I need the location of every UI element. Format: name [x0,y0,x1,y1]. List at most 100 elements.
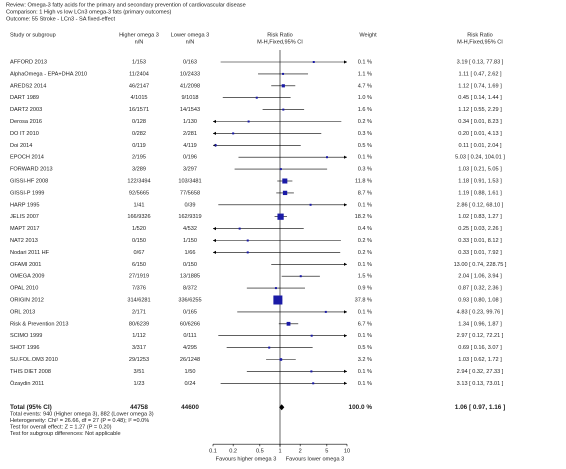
rr-label: 1.06 [ 0.97, 1.16 ] [455,404,505,411]
higher-events: 0/67 [134,250,145,256]
study-name: ORIGIN 2012 [10,297,44,303]
higher-events: 314/6281 [127,297,150,303]
ci-arrow [213,119,216,124]
rr-label: 1.03 [ 0.21, 5.05 ] [458,167,502,173]
effect-square [247,120,250,123]
weight-label: 0.9 % [358,286,372,292]
col-study: Study or subgroup [10,32,56,38]
x-tick-label: 1 [278,449,281,455]
study-name: OMEGA 2009 [10,274,45,280]
study-name: JELIS 2007 [10,214,39,220]
higher-events: 166/9326 [127,214,150,220]
higher-events: 0/282 [132,131,146,137]
lower-events: 1/130 [183,119,197,125]
lower-events: 77/5658 [180,190,200,196]
study-name: SCIMO 1999 [10,333,42,339]
lower-events: 13/1885 [180,274,200,280]
rr-label: 1.02 [ 0.83, 1.27 ] [458,214,502,220]
rr-label: 1.03 [ 0.62, 1.72 ] [458,357,502,363]
rr-label: 0.93 [ 0.80, 1.08 ] [458,297,502,303]
x-tick-label: 0.5 [256,449,264,455]
higher-events: 0/150 [132,238,146,244]
rr-label: 0.45 [ 0.14, 1.44 ] [458,95,502,101]
effect-square [255,96,258,99]
effect-square [238,227,241,230]
total-diamond [279,404,285,411]
study-name: NAT2 2013 [10,238,38,244]
higher-events: 122/3494 [127,178,150,184]
col-method: M-H,Fixed,95% CI [257,39,303,45]
effect-square [282,178,288,184]
higher-events: 80/6239 [129,321,149,327]
rr-label: 0.25 [ 0.03, 2.26 ] [458,226,502,232]
effect-square [312,382,315,385]
higher-events: 11/2404 [129,71,149,77]
ci-arrow [213,131,216,135]
favours-left: Favours higher omega 3 [216,457,277,463]
higher-events: 2/195 [132,155,146,161]
ci-arrow [344,334,347,338]
weight-label: 0.3 % [358,167,372,173]
weight-label: 18.2 % [355,214,372,220]
ci-arrow [344,262,347,266]
effect-square [282,190,288,196]
rr-label: 1.12 [ 0.74, 1.69 ] [458,83,502,89]
lower-events: 9/1018 [181,95,198,101]
effect-square [273,295,283,305]
rr-label: 0.20 [ 0.01, 4.13 ] [458,131,502,137]
lower-events: 3/297 [183,167,197,173]
study-name: ORL 2013 [10,309,35,315]
weight-label: 0.1 % [358,202,372,208]
effect-square [268,346,271,349]
study-name: HARP 1995 [10,202,39,208]
effect-square [246,239,249,242]
lower-events: 1/150 [183,238,197,244]
col-unit: n/N [186,39,195,45]
weight-label: 0.5 % [358,143,372,149]
study-name: AREDS2 2014 [10,83,46,89]
study-name: GISSI-P 1999 [10,190,44,196]
study-name: DART2 2003 [10,107,42,113]
lower-events: 41/2098 [180,83,200,89]
study-name: OPAL 2010 [10,286,38,292]
higher-events: 3/289 [132,167,146,173]
study-name: Özaydin 2011 [10,380,44,387]
weight-label: 1.6 % [358,107,372,113]
weight-label: 0.2 % [358,238,372,244]
higher-events: 44758 [130,404,148,411]
weight-label: 3.2 % [358,357,372,363]
study-name: EPOCH 2014 [10,155,44,161]
comparison: Comparison: 1 High vs low LCn3 omega-3 f… [6,9,172,15]
lower-events: 1/50 [185,369,196,375]
weight-label: 8.7 % [358,190,372,196]
study-name: DART 1989 [10,95,39,101]
lower-events: 0/163 [183,59,197,65]
ci-arrow [344,369,347,373]
rr-label: 1.34 [ 0.96, 1.87 ] [458,321,502,327]
weight-label: 0.4 % [358,226,372,232]
weight-label: 0.2 % [358,119,372,125]
effect-square [309,203,312,206]
study-name: MAPT 2017 [10,226,39,232]
effect-square [324,310,327,313]
study-name: Derosa 2016 [10,119,42,125]
rr-label: 2.04 [ 1.06, 3.94 ] [458,274,502,280]
weight-label: 0.1 % [358,333,372,339]
rr-label: 3.19 [ 0.13, 77.83 ] [457,59,504,65]
effect-square [310,370,313,373]
effect-square [277,213,284,220]
ci-arrow [344,155,347,159]
weight-label: 1.1 % [358,71,372,77]
higher-events: 29/1253 [129,357,149,363]
weight-label: 0.1 % [358,59,372,65]
study-name: DO IT 2010 [10,131,39,137]
rr-label: 2.94 [ 0.32, 27.33 ] [457,369,504,375]
rr-label: 5.03 [ 0.24, 104.01 ] [455,155,505,161]
footer-line: Test for overall effect: Z = 1.27 (P = 0… [10,425,112,431]
study-name: OFAMI 2001 [10,262,41,268]
ci-arrow [213,238,216,243]
weight-label: 0.1 % [358,155,372,161]
weight-label: 0.1 % [358,262,372,268]
effect-square [312,61,315,63]
study-name: Risk & Prevention 2013 [10,321,68,327]
